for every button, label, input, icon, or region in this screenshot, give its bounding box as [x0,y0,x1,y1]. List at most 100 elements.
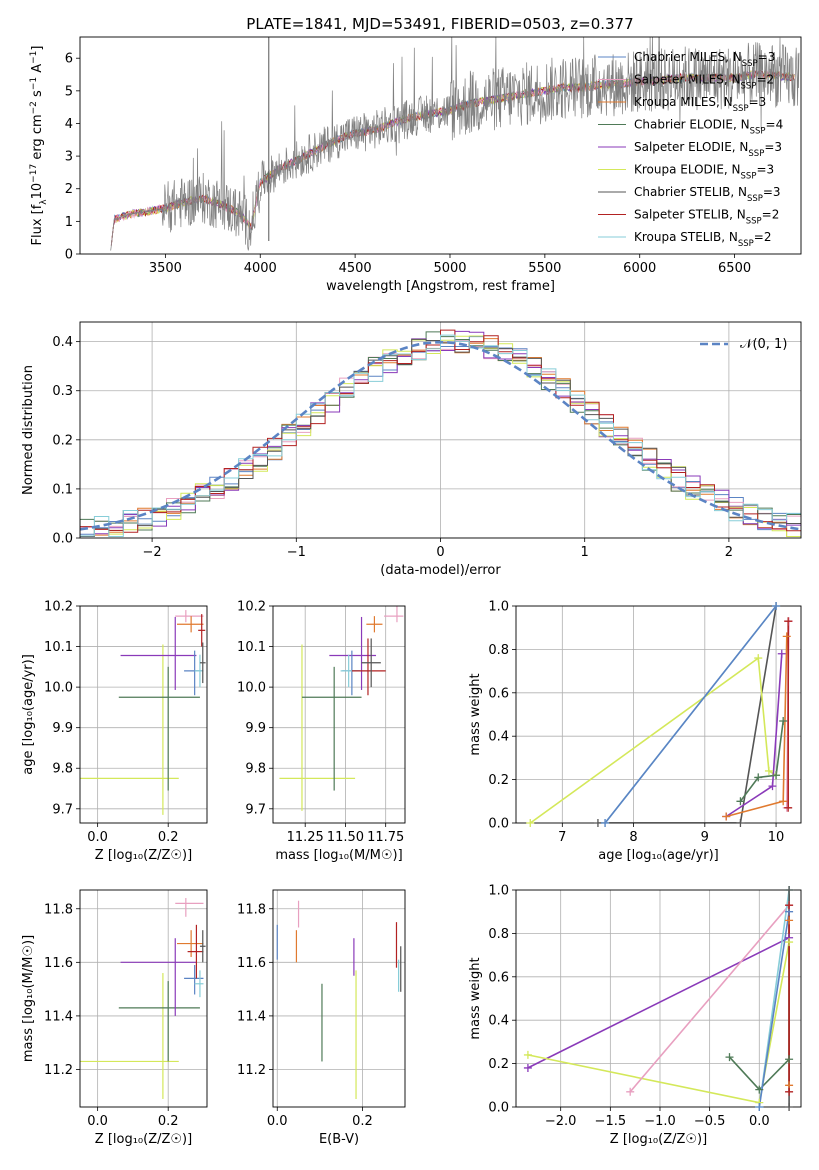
legend-label-name: Salpeter STELIB, N [634,208,746,222]
weight-line [597,606,777,823]
legend-label: Salpeter ELODIE, NSSP=3 [634,140,782,159]
chart-mass_vs_ebv: 0.0 0.2 11.2 11.4 11.6 11.8 E(B-V) [237,889,406,1147]
y-tick-label: 0.4 [488,1014,509,1029]
histogram-kroupa-stelib [80,334,801,538]
weight-marker [785,1103,794,1111]
errorbar-point [194,654,204,688]
x-tick-label: 4000 [244,261,277,276]
x-tick-label: 0.0 [87,830,108,845]
legend-label-sub: SSP [741,172,757,182]
y-tick-label: 10.2 [44,600,73,615]
y-tick-label: 11.6 [44,956,73,971]
legend-label: 𝒩(0, 1) [740,337,787,352]
y-tick-label: 0.0 [488,1101,509,1116]
errorbar-point [194,970,204,998]
y-axis-label-part: −1 [29,51,39,64]
weight-marker [779,717,788,726]
y-axis-label: mass weight [468,673,483,755]
x-axis-label: mass [log₁₀(M/M☉)] [275,848,402,863]
y-tick-label: 4 [65,117,73,132]
x-tick-label: 11.75 [367,830,404,845]
errorbar-point [361,638,381,688]
y-tick-label: 1 [65,215,73,230]
plot-area [516,606,801,823]
y-tick-label: 0.3 [52,384,73,399]
weight-marker [777,649,786,658]
y-tick-label: 5 [65,84,73,99]
x-axis-label: Z [log₁₀(Z/Z☉)] [95,848,192,863]
y-tick-label: 9.8 [52,762,73,777]
y-tick-label: 0.6 [488,970,509,985]
legend-label: Salpeter STELIB, NSSP=2 [634,208,779,227]
plot-area [273,890,405,1107]
errorbar-point [80,644,179,815]
legend-label-sub: SSP [741,82,757,92]
figure-title: PLATE=1841, MJD=53491, FIBERID=0503, z=0… [246,15,633,33]
y-tick-label: 0.8 [488,643,509,658]
legend-label-suffix: =4 [766,118,784,132]
weight-marker [725,1053,734,1062]
weight-marker [626,1087,635,1096]
errorbar-point [198,614,206,647]
y-axis-label-part: s [30,90,45,101]
errorbar-point [177,616,204,633]
weight-marker [785,938,794,947]
legend-label-suffix: =3 [758,50,776,64]
legend-label-sub: SSP [738,239,754,249]
x-axis-label: wavelength [Angstrom, rest frame] [326,279,555,294]
legend-label-sub: SSP [742,59,758,69]
errorbar-point [120,616,197,690]
weight-marker [593,819,602,827]
y-tick-label: 0 [65,248,73,263]
x-tick-label: 0.0 [267,1114,288,1129]
errorbar-point [384,606,404,623]
legend-label-name: Chabrier MILES, N [634,50,742,64]
y-tick-label: 11.2 [237,1063,266,1078]
errorbar-point [175,610,204,623]
weight-marker [784,617,793,626]
errorbar-point [187,924,204,979]
y-tick-label: 10.1 [44,640,73,655]
chart-mass_vs_Z: 0.0 0.2 11.2 11.4 11.6 11.8 Z [log₁₀(Z/Z☉)] mas… [21,889,208,1147]
weight-marker [785,1055,794,1064]
x-tick-label: 5000 [433,261,466,276]
y-axis-label-part: −1 [29,77,39,90]
y-axis-label-part: λ [39,199,49,205]
y-tick-label: 10.1 [237,640,266,655]
x-tick-label: −2.0 [545,1114,577,1129]
x-tick-label: 7 [558,830,566,845]
chart-spectrum: 3500 4000 4500 5000 5500 6000 6500 0 1 2 3 4 5 6 wavel… [29,36,802,294]
weight-line [527,936,790,1069]
legend-label-suffix: =2 [756,73,774,87]
x-tick-label: −0.5 [694,1114,726,1129]
y-tick-label: 6 [65,52,73,67]
axes-frame [515,605,802,824]
legend-label-suffix: =3 [756,163,774,177]
chart-weights_vs_Z: −2.0 −1.5 −1.0 −0.5 0.0 0.0 0.2 0.4 0.6 0.8 1.0 Z [… [468,884,802,1147]
y-tick-label: 11.8 [44,902,73,917]
legend-label: Kroupa MILES, NSSP=3 [634,95,766,114]
weight-marker [736,797,745,806]
weight-marker [523,1050,532,1059]
errorbar-point [199,642,206,684]
weight-marker [784,803,793,812]
y-tick-label: 0.1 [52,482,73,497]
legend-label: Chabrier MILES, NSSP=3 [634,50,775,69]
plot-area [110,37,800,251]
legend-label-suffix: =3 [763,185,781,199]
weight-marker [785,1087,794,1096]
charts-container: 3500 4000 4500 5000 5500 6000 6500 0 1 2 3 4 5 6 wavel… [21,36,802,1147]
legend-label-name: Chabrier STELIB, N [634,185,747,199]
axes-frame [515,889,802,1108]
errorbar-point [279,644,356,811]
legend-label-name: Chabrier ELODIE, N [634,118,750,132]
x-tick-label: 10 [768,830,785,845]
weight-marker [779,797,788,806]
y-tick-label: 0.2 [488,1057,509,1072]
x-axis-label: age [log₁₀(age/yr)] [598,848,719,863]
errorbar-point [175,898,204,917]
y-axis-label: mass [log₁₀(M/M☉)] [21,935,36,1062]
y-tick-label: 1.0 [488,600,509,615]
